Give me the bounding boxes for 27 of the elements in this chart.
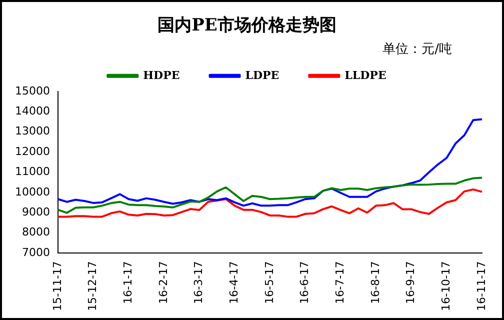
y-tick-label: 15000 bbox=[14, 84, 50, 98]
y-tick-label: 10000 bbox=[14, 185, 50, 198]
x-tick-label: 16-8-17 bbox=[368, 261, 382, 304]
x-tick-label: 16-2-17 bbox=[156, 261, 170, 304]
x-tick-label: 16-4-17 bbox=[228, 261, 241, 304]
x-tick-label: 15-12-17 bbox=[86, 261, 100, 312]
y-tick-label: 7000 bbox=[22, 246, 50, 259]
y-tick-label: 13000 bbox=[14, 124, 50, 138]
legend-label: LLDPE bbox=[344, 68, 386, 82]
x-tick-label: 16-6-17 bbox=[298, 261, 312, 304]
x-tick-label: 15-11-17 bbox=[50, 261, 64, 312]
y-tick-label: 14000 bbox=[14, 104, 50, 118]
x-tick-label: 16-3-17 bbox=[192, 261, 206, 304]
y-tick-label: 11000 bbox=[14, 165, 50, 178]
chart-title: 国内PE市场价格走势图 bbox=[158, 16, 336, 36]
x-tick-label: 16-11-17 bbox=[474, 261, 488, 312]
y-tick-label: 8000 bbox=[22, 226, 50, 239]
x-tick-label: 16-7-17 bbox=[334, 261, 347, 304]
y-tick-label: 9000 bbox=[22, 206, 50, 219]
x-tick-label: 16-5-17 bbox=[262, 261, 276, 304]
x-tick-label: 16-10-17 bbox=[440, 261, 453, 312]
legend-label: HDPE bbox=[143, 68, 180, 82]
x-tick-label: 16-9-17 bbox=[404, 261, 418, 304]
x-tick-label: 16-1-17 bbox=[122, 261, 135, 304]
y-tick-label: 12000 bbox=[14, 144, 50, 158]
text: 单位：元/吨 bbox=[382, 41, 452, 58]
legend-label: LDPE bbox=[245, 68, 280, 82]
